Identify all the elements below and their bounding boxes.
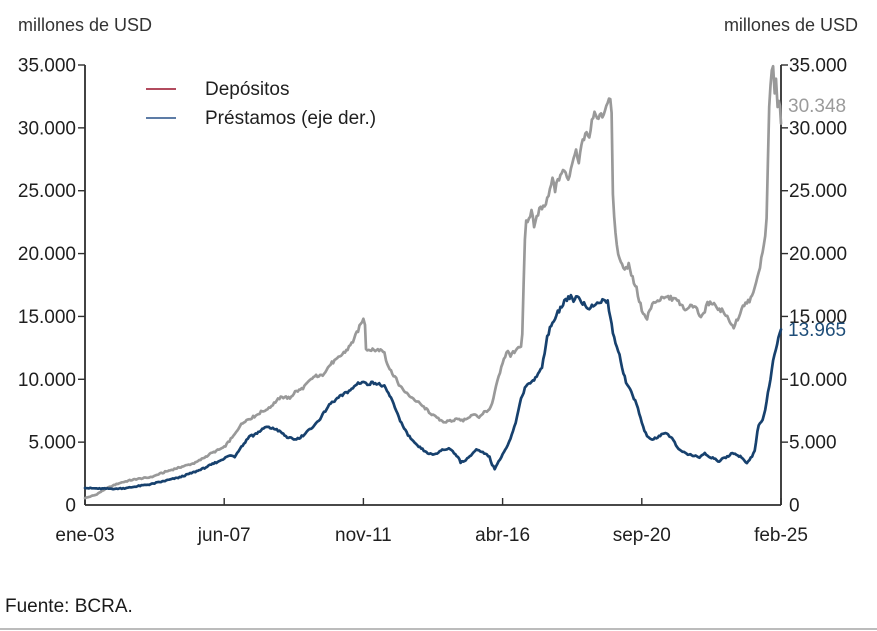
right-axis-title: millones de USD <box>724 15 858 35</box>
series-prestamos-line <box>83 293 783 491</box>
y-tick-label-right-0: 0 <box>789 496 800 517</box>
y-tick-label-right-30000: 30.000 <box>789 118 847 139</box>
series-lines <box>83 64 783 500</box>
x-tick-label-nov-11: nov-11 <box>335 525 392 546</box>
axes <box>84 65 782 506</box>
y-tick-label-left-5000: 5.000 <box>28 433 76 454</box>
y-tick-label-right-35000: 35.000 <box>789 56 847 77</box>
x-tick-label-ene-03: ene-03 <box>55 525 114 546</box>
y-tick-label-right-10000: 10.000 <box>789 370 847 391</box>
y-tick-label-left-15000: 15.000 <box>18 307 76 328</box>
legend-label-prestamos: Préstamos (eje der.) <box>205 108 376 129</box>
series-depositos-line <box>83 64 783 500</box>
y-tick-label-left-10000: 10.000 <box>18 370 76 391</box>
y-tick-label-right-5000: 5.000 <box>789 433 837 454</box>
axis-ticks: 0 0 5.000 5.000 10.000 10.000 15.000 15.000 20.0… <box>18 56 847 547</box>
y-tick-label-right-15000: 15.000 <box>789 307 847 328</box>
y-tick-label-left-30000: 30.000 <box>18 118 76 139</box>
x-tick-label-abr-16: abr-16 <box>475 525 530 546</box>
end-label-prestamos: 13.965 <box>788 320 846 341</box>
y-tick-label-right-20000: 20.000 <box>789 244 847 265</box>
x-tick-label-feb-25: feb-25 <box>754 525 808 546</box>
legend-label-depositos: Depósitos <box>205 79 290 100</box>
y-tick-label-left-20000: 20.000 <box>18 244 76 265</box>
y-tick-label-left-0: 0 <box>65 496 76 517</box>
y-tick-label-left-35000: 35.000 <box>18 56 76 77</box>
y-tick-label-left-25000: 25.000 <box>18 181 76 202</box>
y-tick-label-right-25000: 25.000 <box>789 181 847 202</box>
legend-item-depositos: Depósitos <box>146 79 290 100</box>
legend-item-prestamos: Préstamos (eje der.) <box>146 108 376 129</box>
chart-legend: Depósitos Préstamos (eje der.) <box>146 79 376 129</box>
end-label-depositos: 30.348 <box>788 96 846 117</box>
x-tick-label-sep-20: sep-20 <box>613 525 671 546</box>
x-tick-label-jun-07: jun-07 <box>197 525 251 546</box>
source-note: Fuente: BCRA. <box>5 596 133 617</box>
left-axis-title: millones de USD <box>18 15 152 35</box>
